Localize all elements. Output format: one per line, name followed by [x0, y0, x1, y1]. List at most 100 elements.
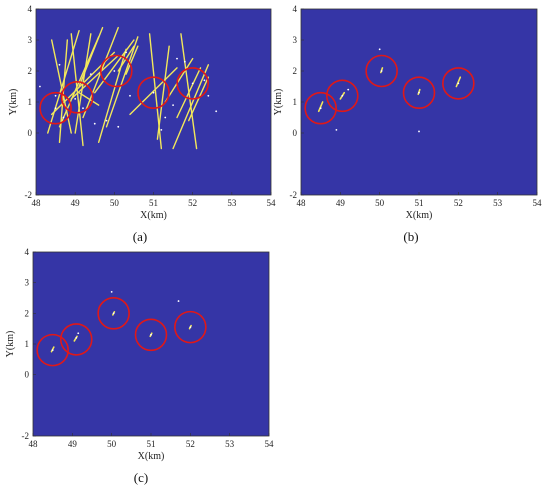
data-point-17 — [39, 85, 41, 88]
x-tick-label-6: 54 — [267, 198, 277, 208]
x-axis-label: X(km) — [138, 451, 165, 462]
target-circle-2 — [97, 297, 130, 330]
target-circle-0 — [36, 333, 69, 367]
data-point-4 — [457, 82, 460, 85]
x-tick-label-2: 50 — [110, 198, 120, 208]
data-point-0 — [54, 107, 57, 110]
panel-label: (a) — [133, 229, 147, 244]
target-circle-3 — [402, 76, 436, 109]
panel-a: 48 49 50 51 52 53 54 -2 0 1 2 3 4 X(km) Y(km) (a) — [8, 4, 276, 244]
plot-content — [39, 26, 218, 150]
y-axis-label: Y(km) — [5, 331, 16, 358]
panel-label: (b) — [403, 229, 418, 244]
panel-label: (c) — [134, 470, 148, 485]
data-point-6 — [177, 300, 180, 302]
x-tick-label-2: 50 — [107, 439, 117, 449]
track-line-17 — [164, 57, 194, 103]
y-tick-label-5: 4 — [293, 4, 298, 14]
target-circle-3 — [134, 318, 168, 352]
x-tick-label-0: 48 — [32, 198, 42, 208]
y-tick-label-3: 2 — [293, 66, 298, 76]
y-tick-label-5: 4 — [25, 247, 30, 257]
data-point-23 — [207, 94, 210, 97]
data-point-6 — [105, 119, 108, 122]
track-line-14 — [148, 33, 163, 150]
x-tick-label-2: 50 — [375, 198, 385, 208]
data-point-6 — [418, 130, 420, 133]
x-tick-label-0: 48 — [29, 439, 39, 449]
x-tick-label-3: 51 — [415, 198, 424, 208]
data-point-19 — [89, 73, 92, 75]
panel-c: 48 49 50 51 52 53 54 -2 0 1 2 3 4 X(km) Y(km) (c) — [5, 247, 274, 485]
data-point-4 — [189, 326, 192, 329]
x-tick-label-6: 54 — [265, 439, 275, 449]
data-point-8 — [113, 70, 116, 72]
data-point-12 — [172, 104, 174, 106]
panel-b: 48 49 50 51 52 53 54 -2 0 1 2 3 4 X(km) Y(km) (b) — [273, 4, 542, 244]
y-tick-label-1: 0 — [28, 128, 33, 138]
track-line-21 — [188, 76, 210, 122]
data-point-18 — [58, 63, 61, 66]
data-point-7 — [117, 125, 120, 128]
x-tick-label-1: 49 — [68, 439, 78, 449]
target-circle-3 — [137, 76, 170, 109]
track-line-1 — [47, 30, 80, 134]
y-tick-label-4: 3 — [293, 35, 298, 45]
data-point-8 — [347, 88, 350, 91]
x-tick-label-4: 52 — [188, 198, 197, 208]
target-circle-0 — [39, 91, 72, 125]
target-circle-4 — [176, 67, 209, 100]
y-tick-label-0: -2 — [290, 190, 298, 200]
track-line-20 — [180, 33, 198, 150]
x-tick-label-5: 53 — [225, 439, 235, 449]
x-axis-label: X(km) — [140, 210, 167, 221]
track-line-15 — [156, 45, 170, 140]
target-circle-0 — [304, 91, 337, 125]
data-point-5 — [378, 48, 381, 51]
data-point-14 — [191, 82, 194, 85]
y-tick-label-1: 0 — [25, 370, 30, 380]
target-circle-2 — [365, 54, 398, 88]
track-line-0 — [317, 101, 324, 113]
y-tick-label-4: 3 — [28, 35, 33, 45]
data-point-2 — [54, 94, 57, 97]
y-tick-label-2: 1 — [25, 339, 30, 349]
data-point-20 — [129, 94, 131, 97]
plot-background — [35, 8, 272, 196]
target-circle-1 — [325, 79, 359, 113]
x-tick-label-5: 53 — [227, 198, 237, 208]
plot-content — [304, 48, 475, 133]
target-circle-1 — [60, 81, 94, 114]
y-tick-label-4: 3 — [25, 278, 30, 288]
data-point-13 — [176, 57, 178, 60]
data-point-0 — [319, 107, 322, 110]
x-tick-label-1: 49 — [336, 198, 346, 208]
x-tick-label-6: 54 — [533, 198, 543, 208]
target-circle-2 — [99, 54, 133, 88]
x-tick-label-4: 52 — [186, 439, 195, 449]
x-tick-label-4: 52 — [454, 198, 463, 208]
data-point-16 — [215, 110, 218, 113]
x-tick-label-3: 51 — [149, 198, 158, 208]
data-point-22 — [183, 60, 186, 63]
track-line-16 — [129, 67, 178, 116]
data-point-1 — [62, 116, 65, 119]
y-tick-label-1: 0 — [293, 128, 298, 138]
data-point-4 — [82, 107, 84, 110]
data-point-3 — [150, 333, 152, 336]
y-tick-label-0: -2 — [25, 190, 33, 200]
data-point-10 — [152, 91, 155, 94]
x-axis-label: X(km) — [406, 210, 433, 221]
target-circle-4 — [442, 67, 475, 100]
data-point-2 — [112, 312, 115, 315]
y-axis-label: Y(km) — [273, 89, 284, 116]
target-circle-4 — [174, 310, 207, 344]
plot-background — [300, 8, 538, 196]
x-tick-label-0: 48 — [297, 198, 307, 208]
data-point-1 — [341, 94, 344, 97]
y-tick-label-5: 4 — [28, 4, 33, 14]
y-tick-label-3: 2 — [28, 66, 33, 76]
data-point-15 — [203, 79, 206, 82]
y-tick-label-2: 1 — [293, 97, 298, 107]
